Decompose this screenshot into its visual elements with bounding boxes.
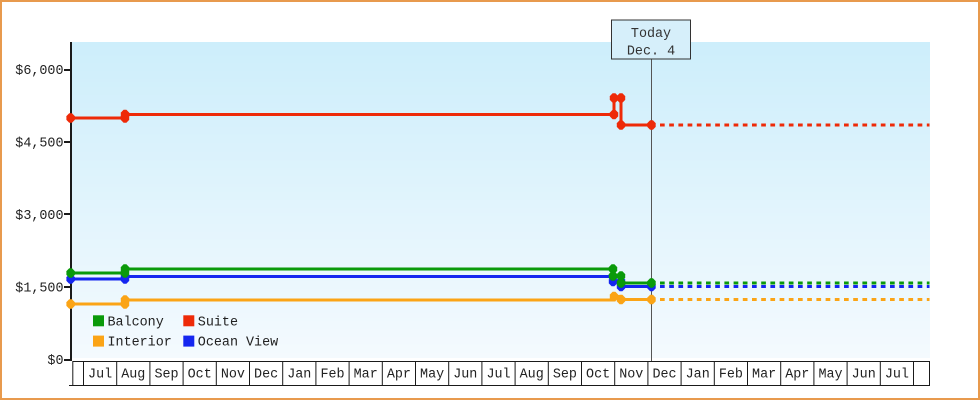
svg-text:Jul: Jul	[486, 368, 510, 383]
svg-text:Balcony: Balcony	[108, 315, 164, 330]
svg-text:Jul: Jul	[885, 368, 909, 383]
svg-text:Jun: Jun	[453, 368, 477, 383]
svg-text:Apr: Apr	[387, 368, 411, 383]
svg-text:$4,500: $4,500	[15, 137, 63, 152]
svg-text:$3,000: $3,000	[15, 209, 63, 224]
svg-text:Ocean View: Ocean View	[198, 336, 278, 351]
svg-text:$6,000: $6,000	[15, 64, 63, 79]
svg-text:Jan: Jan	[287, 368, 311, 383]
svg-text:$0: $0	[47, 354, 63, 369]
svg-text:May: May	[420, 368, 444, 383]
svg-text:Interior: Interior	[108, 336, 172, 351]
svg-text:Today: Today	[631, 27, 671, 42]
svg-text:Apr: Apr	[785, 368, 809, 383]
svg-text:Aug: Aug	[520, 368, 544, 383]
svg-text:Nov: Nov	[221, 368, 245, 383]
svg-text:Feb: Feb	[719, 368, 743, 383]
svg-text:Feb: Feb	[320, 368, 344, 383]
svg-text:Mar: Mar	[354, 368, 378, 383]
svg-text:Dec: Dec	[652, 368, 676, 383]
svg-text:Dec. 4: Dec. 4	[627, 45, 675, 60]
svg-text:Dec: Dec	[254, 368, 278, 383]
svg-text:Jan: Jan	[686, 368, 710, 383]
svg-text:Aug: Aug	[121, 368, 145, 383]
svg-text:Jul: Jul	[88, 368, 112, 383]
svg-text:Sep: Sep	[154, 368, 178, 383]
svg-text:Oct: Oct	[188, 368, 212, 383]
svg-text:May: May	[818, 368, 842, 383]
svg-text:Oct: Oct	[586, 368, 610, 383]
svg-text:Suite: Suite	[198, 315, 238, 330]
svg-text:Sep: Sep	[553, 368, 577, 383]
svg-text:$1,500: $1,500	[15, 282, 63, 297]
svg-text:Mar: Mar	[752, 368, 776, 383]
svg-text:Jun: Jun	[852, 368, 876, 383]
svg-text:Nov: Nov	[619, 368, 643, 383]
